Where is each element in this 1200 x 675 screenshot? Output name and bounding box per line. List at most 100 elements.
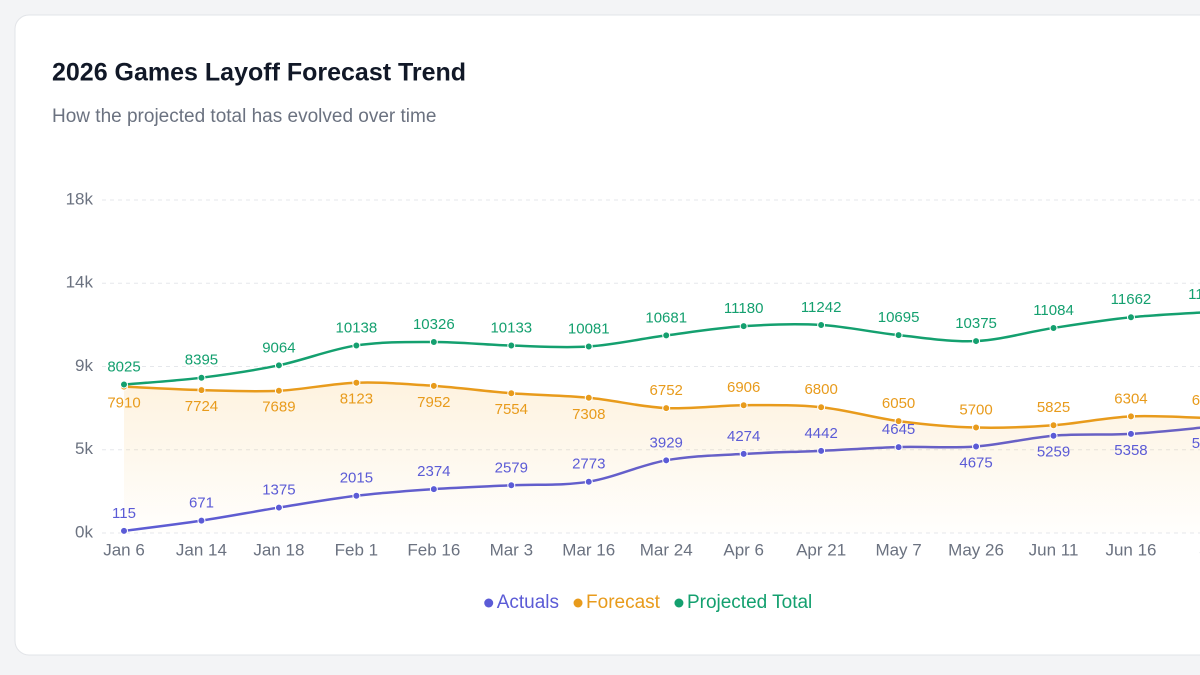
legend-dot (674, 598, 684, 608)
data-label: 8123 (340, 391, 373, 408)
point (739, 401, 748, 410)
legend-label: Actuals (497, 592, 559, 613)
x-tick-label: Apr 21 (796, 540, 846, 559)
data-label: 4274 (727, 428, 760, 445)
point (429, 485, 438, 494)
data-label: 1375 (262, 482, 295, 499)
data-label: 4442 (804, 425, 837, 442)
x-tick-label: May 26 (948, 540, 1004, 559)
legend-item: Actuals (484, 592, 559, 613)
point (1049, 431, 1058, 440)
data-label: 9064 (262, 339, 295, 356)
legend-item: Projected Total (674, 592, 812, 613)
point (197, 373, 206, 382)
point (274, 503, 283, 512)
y-tick-label: 14k (66, 273, 94, 292)
point (352, 341, 361, 350)
point (507, 341, 516, 350)
x-tick-label: Apr 6 (723, 540, 764, 559)
y-tick-label: 5k (75, 439, 93, 458)
data-label: 10133 (490, 320, 532, 337)
data-label: 6050 (882, 395, 915, 412)
point (507, 389, 516, 398)
data-label: 11180 (724, 300, 764, 317)
y-tick-label: 0k (75, 522, 93, 541)
point (352, 378, 361, 387)
point (274, 386, 283, 395)
legend-item: Forecast (573, 592, 661, 613)
data-label: 10695 (878, 309, 920, 326)
point (662, 456, 671, 465)
x-tick-label: Mar 16 (562, 540, 615, 559)
data-label: 4675 (959, 454, 992, 471)
x-tick-label: Mar 3 (490, 540, 533, 559)
point (1126, 429, 1135, 438)
data-label: 10138 (336, 319, 378, 336)
point (197, 516, 206, 525)
data-label: 8395 (185, 352, 218, 369)
point (429, 381, 438, 390)
point (507, 481, 516, 490)
data-label: 5358 (1114, 442, 1147, 459)
data-label: 115 (112, 505, 136, 522)
point (120, 526, 128, 535)
point (894, 331, 903, 340)
data-label: 8025 (107, 359, 140, 376)
data-label: 10326 (413, 316, 455, 333)
point (817, 321, 826, 330)
data-label: 7724 (185, 398, 218, 415)
x-tick-label: Jun 11 (1029, 540, 1079, 559)
forecast-area (124, 382, 1200, 533)
chart-title: 2026 Games Layoff Forecast Trend (52, 59, 466, 87)
point (662, 331, 671, 340)
y-tick-label: 9k (75, 356, 93, 375)
point (972, 442, 981, 451)
data-label: 7910 (107, 395, 140, 412)
point (739, 322, 748, 331)
data-label: 11662 (1111, 291, 1152, 308)
data-label: 6800 (804, 381, 837, 398)
chart-subtitle: How the projected total has evolved over… (52, 106, 436, 127)
point (817, 446, 826, 455)
data-label: 6906 (727, 379, 760, 396)
y-tick-label: 18k (66, 189, 94, 208)
data-label: 11242 (801, 299, 842, 316)
point (429, 337, 438, 346)
point (120, 380, 128, 389)
x-tick-label: Feb 16 (407, 540, 460, 559)
point (817, 403, 826, 412)
legend-dot (484, 598, 494, 608)
data-label: 6210 (1192, 392, 1200, 409)
legend-label: Forecast (586, 592, 661, 613)
data-label: 4645 (882, 421, 915, 438)
legend: Actuals Forecast Projected Total (484, 592, 812, 613)
data-label: 6304 (1114, 390, 1147, 407)
data-label: 11940 (1188, 286, 1200, 303)
data-label: 10681 (645, 309, 687, 326)
point (584, 393, 593, 402)
legend-dot (573, 598, 583, 608)
point (1126, 412, 1135, 421)
point (352, 491, 361, 500)
x-tick-label: Jan 14 (176, 540, 227, 559)
point (894, 417, 903, 426)
data-label: 5259 (1037, 444, 1070, 461)
data-label: 7308 (572, 406, 605, 423)
point (584, 477, 593, 486)
data-label: 10081 (568, 320, 610, 337)
point (1126, 313, 1135, 322)
data-label: 5730 (1192, 435, 1200, 452)
data-label: 5825 (1037, 399, 1070, 416)
point (894, 443, 903, 452)
x-tick-label: Feb 1 (335, 540, 378, 559)
data-label: 11084 (1033, 302, 1074, 319)
x-tick-label: Jan 18 (253, 540, 304, 559)
point (972, 423, 981, 432)
data-label: 671 (189, 495, 214, 512)
x-tick-label: Jan 6 (103, 540, 145, 559)
point (1049, 323, 1058, 332)
data-label: 7689 (262, 399, 295, 416)
point (972, 337, 981, 346)
data-label: 10375 (955, 315, 997, 332)
